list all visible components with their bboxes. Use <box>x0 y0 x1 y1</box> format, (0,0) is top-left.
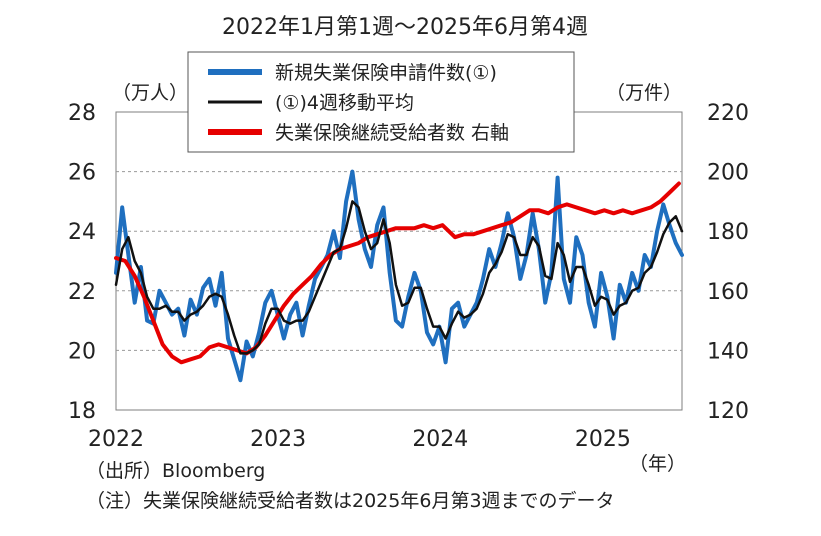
right-axis-ticks: 120 140 160 180 200 220 <box>707 101 749 424</box>
series-lines <box>114 169 684 383</box>
x-axis-ticks: 2022 2023 2024 2025 <box>88 427 631 452</box>
left-tick-label: 22 <box>68 280 96 305</box>
source-note: （出所）Bloomberg <box>86 460 266 482</box>
left-tick-label: 24 <box>68 220 96 245</box>
x-tick-label: 2023 <box>250 427 306 452</box>
right-tick-label: 220 <box>707 101 749 126</box>
right-tick-label: 180 <box>707 220 749 245</box>
caveat-note: （注）失業保険継続受給者数は2025年6月第3週までのデータ <box>86 490 615 512</box>
gridlines <box>116 171 682 351</box>
left-tick-label: 28 <box>68 101 96 126</box>
right-tick-label: 160 <box>707 280 749 305</box>
series-line-2 <box>114 200 684 355</box>
right-tick-label: 120 <box>707 399 749 424</box>
left-axis-unit: （万人） <box>112 82 188 104</box>
series-line-1 <box>114 169 684 383</box>
left-tick-label: 20 <box>68 339 96 364</box>
plot-area <box>115 111 683 411</box>
right-tick-label: 200 <box>707 161 749 186</box>
right-tick-label: 140 <box>707 339 749 364</box>
chart-title: 2022年1月第1週～2025年6月第4週 <box>222 15 588 40</box>
x-tick-label: 2024 <box>412 427 468 452</box>
legend-label-2: (①)4週移動平均 <box>275 92 414 114</box>
right-axis-unit: （万件） <box>606 82 682 104</box>
x-tick-label: 2022 <box>88 427 144 452</box>
left-axis-ticks: 18 20 22 24 26 28 <box>68 101 96 424</box>
legend: 新規失業保険申請件数(①) (①)4週移動平均 失業保険継続受給者数 右軸 <box>187 51 575 153</box>
left-tick-label: 18 <box>68 399 96 424</box>
x-axis-unit: （年） <box>629 453 686 475</box>
series-line-3 <box>114 181 681 365</box>
left-tick-label: 26 <box>68 161 96 186</box>
legend-label-1: 新規失業保険申請件数(①) <box>275 62 497 84</box>
legend-label-3: 失業保険継続受給者数 右軸 <box>275 122 509 144</box>
x-tick-label: 2025 <box>575 427 631 452</box>
